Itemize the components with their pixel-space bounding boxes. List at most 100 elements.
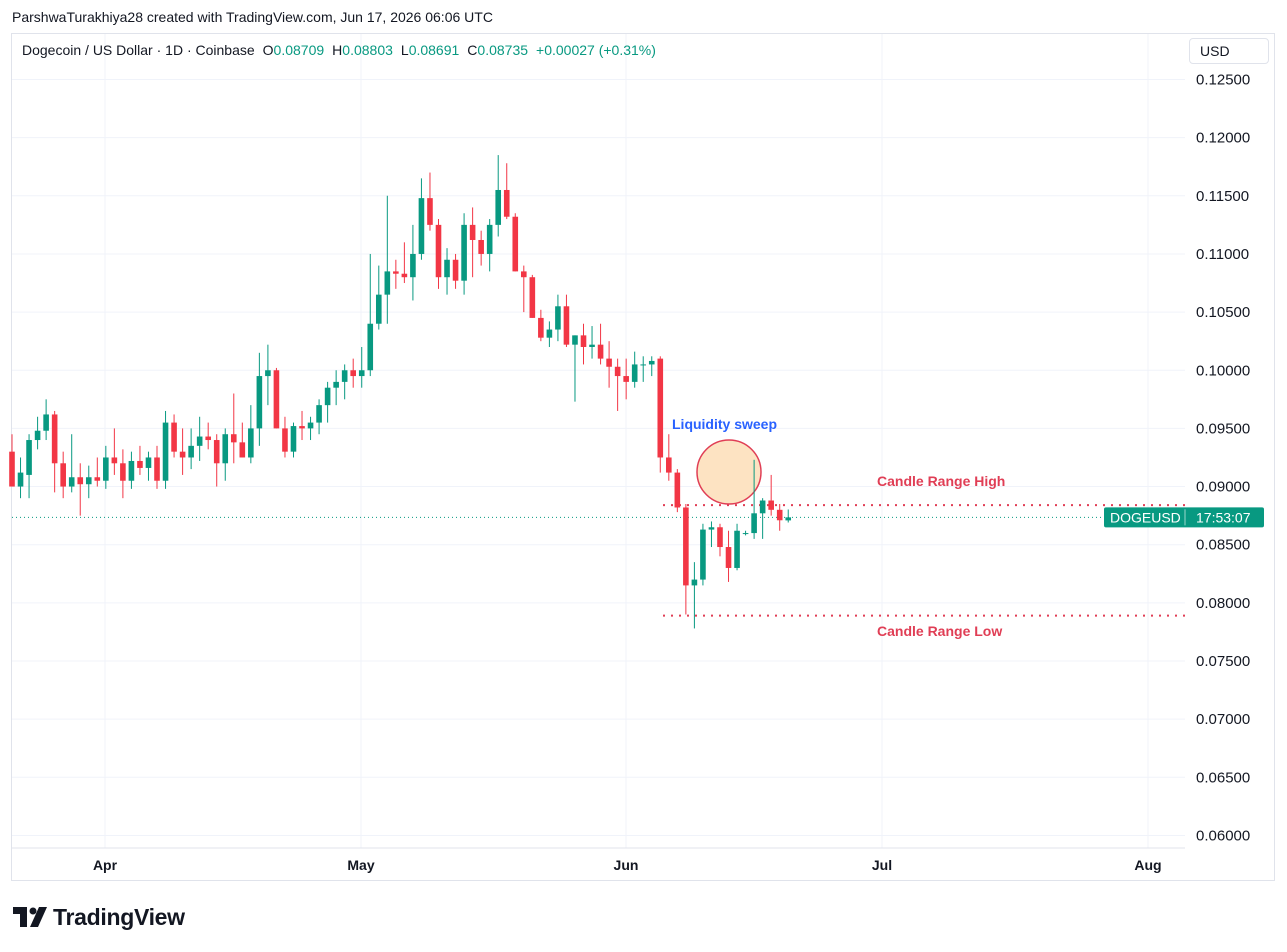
price-tick-label: 0.11500 <box>1196 188 1249 205</box>
candle <box>43 399 49 441</box>
candle <box>674 469 681 513</box>
candle-range-high-label: Candle Range High <box>877 473 1005 489</box>
candle <box>563 294 570 347</box>
candle-body <box>9 451 15 487</box>
candle-body <box>375 294 382 324</box>
candle-body <box>410 253 416 278</box>
candle <box>478 230 484 266</box>
tradingview-logo[interactable]: TradingView <box>13 903 185 931</box>
candle-body <box>444 259 450 278</box>
candle-body <box>324 387 331 406</box>
symbol-name: Dogecoin / US Dollar · 1D · Coinbase <box>22 42 255 58</box>
candle-body <box>666 457 672 473</box>
price-tick-label: 0.12500 <box>1196 72 1250 89</box>
candle-body <box>631 364 638 382</box>
candle-body <box>452 259 459 281</box>
high-label: H <box>332 42 343 58</box>
candle-body <box>589 344 595 347</box>
candle-body <box>120 463 126 481</box>
candle-body <box>418 198 425 254</box>
candle <box>341 364 348 400</box>
candle-body <box>51 414 58 464</box>
candle <box>631 351 638 388</box>
candle <box>282 416 288 458</box>
candle-body <box>171 422 177 452</box>
candle-body <box>512 216 519 272</box>
candle-body <box>691 579 698 586</box>
candle <box>742 530 749 536</box>
price-tag: DOGEUSD 17:53:07 <box>1104 507 1264 528</box>
candle-body <box>358 370 365 377</box>
candle <box>196 416 203 461</box>
price-tick-label: 0.09000 <box>1196 479 1250 496</box>
candle <box>34 416 41 450</box>
candle-body <box>205 436 211 441</box>
candle-body <box>333 381 339 388</box>
currency-button[interactable]: USD <box>1189 38 1269 64</box>
price-tick-label: 0.09500 <box>1196 420 1250 437</box>
candle-body <box>273 370 280 429</box>
candle <box>734 523 740 571</box>
candle <box>606 341 612 388</box>
candle <box>205 422 211 450</box>
open-label: O <box>262 42 274 58</box>
candle <box>273 367 280 429</box>
candle <box>17 457 24 499</box>
candle-body <box>435 224 442 278</box>
candle-body <box>290 426 297 452</box>
candle <box>529 274 536 318</box>
candle <box>700 523 706 586</box>
time-tick-label: Aug <box>1134 857 1161 873</box>
candle-body <box>137 460 143 468</box>
tradingview-logo-icon <box>13 907 47 927</box>
price-tick-label: 0.06500 <box>1196 769 1250 786</box>
time-axis: Apr May Jun Jul Aug <box>12 847 1185 873</box>
candle-body <box>222 434 229 464</box>
candle <box>725 530 732 582</box>
candle-body <box>256 376 263 429</box>
candle-body <box>521 271 527 278</box>
candle <box>162 410 169 489</box>
candle <box>68 434 75 493</box>
candle-body <box>350 370 356 377</box>
time-tick-label: Jun <box>614 857 639 873</box>
price-tag-countdown: 17:53:07 <box>1196 509 1251 525</box>
candle-body <box>580 335 587 347</box>
candle-body <box>495 189 502 225</box>
price-tick-label: 0.08000 <box>1196 595 1250 612</box>
candle-body <box>776 509 783 521</box>
candle-body <box>469 224 476 240</box>
candle <box>179 428 186 475</box>
time-tick-label: Jul <box>872 857 892 873</box>
candle-body <box>640 364 647 366</box>
candle-body <box>717 527 723 548</box>
candle <box>657 356 664 473</box>
candle-body <box>555 306 561 330</box>
price-tick-label: 0.10000 <box>1196 362 1250 379</box>
candle <box>640 356 647 382</box>
candle <box>290 422 297 458</box>
candle-body <box>145 457 152 468</box>
candle <box>418 178 425 260</box>
candle <box>538 309 544 342</box>
candle-body <box>597 344 604 359</box>
candle <box>452 253 459 289</box>
candle-body <box>179 451 186 458</box>
candle-body <box>785 517 792 521</box>
candle <box>384 195 391 324</box>
candle-body <box>26 440 32 475</box>
price-tick-label: 0.11000 <box>1196 246 1249 263</box>
candle <box>435 219 442 289</box>
candle-body <box>34 430 41 441</box>
candle-body <box>60 463 66 487</box>
candle <box>94 457 101 487</box>
candle-body <box>85 477 92 485</box>
annotations: Liquidity sweep Candle Range High Candle R… <box>672 416 1264 639</box>
candle <box>521 265 527 313</box>
candle-body <box>77 477 84 485</box>
candle-body <box>196 436 203 446</box>
candle <box>469 207 476 278</box>
price-tick-label: 0.12000 <box>1196 130 1250 147</box>
candle <box>401 242 408 284</box>
